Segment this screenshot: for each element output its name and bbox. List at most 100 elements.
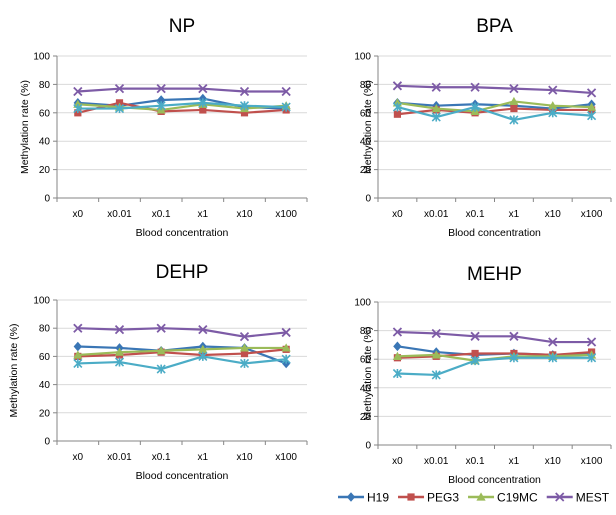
x-tick-label: x100 bbox=[581, 456, 603, 467]
chart-title: NP bbox=[169, 16, 195, 37]
legend-item-c19mc: C19MC bbox=[468, 491, 538, 505]
x-axis-label: Blood concentration bbox=[448, 227, 541, 239]
data-point-mest bbox=[392, 327, 403, 337]
series-line-mest bbox=[397, 84, 592, 95]
y-tick-label: 20 bbox=[39, 165, 51, 176]
data-point-mest bbox=[156, 323, 166, 333]
x-tick-label: x100 bbox=[275, 209, 297, 220]
y-tick-label: 100 bbox=[33, 52, 50, 63]
x-axis-label: Blood concentration bbox=[448, 474, 541, 486]
data-point-c19mc bbox=[198, 344, 208, 353]
series-line-igdmr bbox=[397, 356, 592, 377]
y-tick-label: 60 bbox=[360, 108, 372, 119]
y-tick-label: 40 bbox=[39, 137, 51, 148]
series-igdmr bbox=[73, 98, 291, 114]
data-point-igdmr bbox=[470, 356, 480, 366]
series-line-peg3 bbox=[397, 350, 592, 359]
series-line-igdmr bbox=[77, 101, 287, 110]
data-point-c19mc bbox=[239, 343, 250, 352]
y-axis-label: Methylation rate (%) bbox=[19, 80, 31, 174]
series-line-igdmr bbox=[397, 106, 592, 122]
data-point-mest bbox=[239, 332, 250, 342]
data-point-mest bbox=[509, 84, 519, 94]
x-tick-label: x10 bbox=[236, 452, 253, 463]
data-point-h19 bbox=[393, 341, 402, 352]
data-point-mest bbox=[586, 88, 597, 98]
x-tick-label: x100 bbox=[275, 452, 297, 463]
series-mest bbox=[392, 81, 597, 98]
legend-marker bbox=[346, 492, 356, 502]
y-tick-label: 0 bbox=[365, 441, 371, 452]
series-mest bbox=[73, 84, 291, 97]
data-point-peg3 bbox=[393, 110, 402, 118]
data-point-mest bbox=[198, 84, 208, 94]
data-point-h19 bbox=[73, 341, 83, 352]
data-point-h19 bbox=[156, 95, 166, 105]
data-point-mest bbox=[509, 331, 519, 341]
data-point-mest bbox=[239, 86, 250, 97]
data-point-igdmr bbox=[587, 111, 597, 121]
series-line-igdmr bbox=[77, 355, 287, 371]
data-point-peg3 bbox=[510, 104, 518, 113]
x-tick-label: x0 bbox=[73, 452, 84, 463]
x-tick-label: x0 bbox=[392, 209, 403, 220]
y-tick-label: 100 bbox=[354, 52, 371, 63]
x-tick-label: x0.1 bbox=[466, 456, 485, 467]
legend-marker bbox=[407, 493, 415, 501]
series-line-peg3 bbox=[77, 348, 287, 358]
data-point-c19mc bbox=[114, 347, 125, 356]
data-point-mest bbox=[548, 85, 558, 95]
chart-panel-mehp: MEHP 0 20 40 60 80 100 x0 x0.01 x0.1 x1 x10 x100 Bloo… bbox=[354, 264, 612, 486]
series-line-mest bbox=[77, 87, 287, 93]
legend-marker bbox=[476, 492, 486, 501]
data-point-c19mc bbox=[548, 101, 558, 110]
x-tick-label: x0 bbox=[73, 209, 84, 220]
data-point-mest bbox=[73, 86, 83, 97]
series-line-peg3 bbox=[77, 101, 287, 114]
legend-marker bbox=[555, 492, 565, 502]
data-point-igdmr bbox=[392, 102, 402, 112]
series-line-h19 bbox=[77, 345, 287, 365]
y-tick-label: 20 bbox=[360, 412, 372, 423]
data-point-mest bbox=[586, 337, 597, 347]
x-tick-label: x10 bbox=[236, 209, 253, 220]
y-axis-label: Methylation rate (%) bbox=[362, 80, 374, 174]
data-point-igdmr bbox=[114, 103, 125, 114]
data-point-mest bbox=[548, 337, 558, 347]
x-axis-label: Blood concentration bbox=[136, 470, 229, 482]
y-tick-label: 20 bbox=[39, 408, 51, 419]
chart-panel-dehp: DEHP 0 20 40 60 80 100 x0 x0.01 x0.1 x1 x10 x100 Bloo… bbox=[8, 262, 308, 482]
data-point-mest bbox=[392, 81, 403, 91]
y-tick-label: 40 bbox=[360, 383, 372, 394]
legend-label: PEG3 bbox=[427, 491, 459, 505]
series-line-c19mc bbox=[77, 346, 287, 357]
x-tick-label: x10 bbox=[545, 209, 562, 220]
series-c19mc bbox=[392, 96, 597, 115]
y-tick-label: 40 bbox=[360, 137, 372, 148]
data-point-mest bbox=[431, 328, 441, 339]
series-igdmr bbox=[392, 353, 597, 380]
series-line-c19mc bbox=[397, 100, 592, 113]
series-line-mest bbox=[397, 330, 592, 344]
data-point-c19mc bbox=[431, 350, 441, 359]
chart-panel-bpa: BPA 0 20 40 60 80 100 x0 x0.01 x0.1 x1 x10 x100 Blood… bbox=[354, 16, 612, 239]
x-tick-label: x0.1 bbox=[466, 209, 485, 220]
data-point-igdmr bbox=[431, 112, 441, 122]
x-tick-label: x0.01 bbox=[424, 209, 449, 220]
series-line-peg3 bbox=[397, 107, 592, 116]
y-tick-label: 60 bbox=[39, 352, 51, 363]
y-tick-label: 80 bbox=[360, 326, 372, 337]
legend-item-peg3: PEG3 bbox=[398, 491, 459, 505]
data-point-mest bbox=[470, 82, 480, 92]
y-tick-label: 80 bbox=[39, 324, 51, 335]
series-line-h19 bbox=[397, 101, 592, 110]
x-tick-label: x0.1 bbox=[152, 209, 171, 220]
data-point-c19mc bbox=[392, 351, 403, 360]
legend-label: H19 bbox=[367, 491, 389, 505]
series-igdmr bbox=[392, 102, 597, 125]
data-point-mest bbox=[431, 82, 441, 92]
data-point-c19mc bbox=[156, 346, 166, 355]
legend-label: MEST bbox=[576, 491, 610, 505]
data-point-mest bbox=[156, 84, 166, 94]
